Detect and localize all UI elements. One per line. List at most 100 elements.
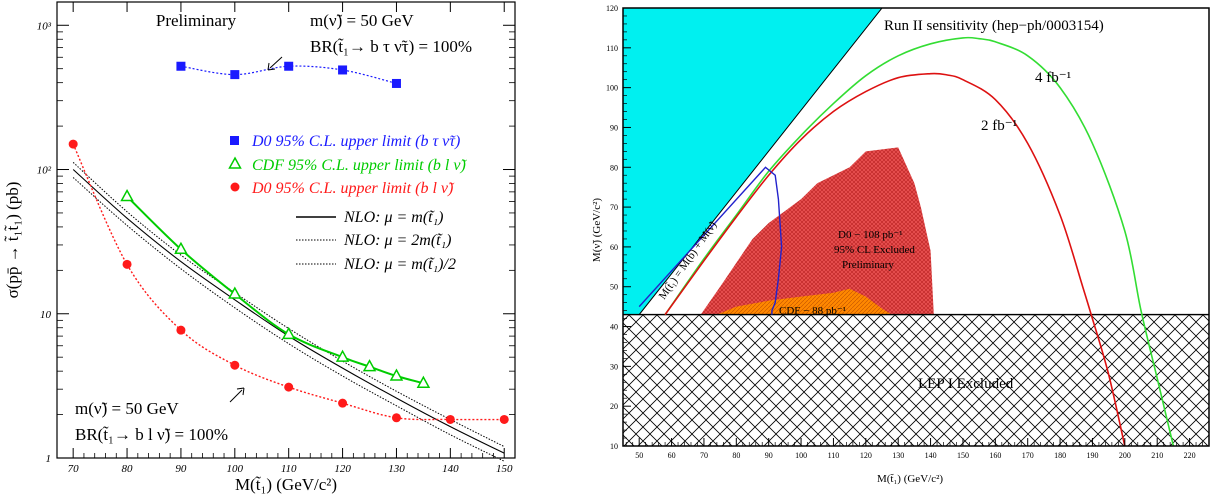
kinematic-curve — [638, 166, 783, 315]
top-mass-label: m(ν̃) = 50 GeV — [310, 11, 414, 30]
y-tick-label: 100 — [606, 84, 618, 93]
bottom-br-label: BR(t̃₁→ b l ν̃) = 100% — [75, 425, 228, 444]
top-br-label: BR(t̃₁→ b τ ν̃τ) = 100% — [310, 37, 472, 56]
y-tick-label: 1 — [46, 453, 52, 465]
x-tick-label: 50 — [635, 451, 643, 460]
x-tick-label: 60 — [668, 451, 676, 460]
lep-excl-label: LEP I Excluded — [918, 376, 1014, 392]
x-tick-label: 130 — [892, 451, 904, 460]
x-tick-label: 140 — [442, 463, 459, 475]
y-tick-label: 70 — [610, 203, 618, 212]
y-tick-label: 10² — [37, 165, 52, 177]
curve-2fb — [664, 72, 1126, 446]
x-tick-label: 120 — [860, 451, 872, 460]
y-tick-label: 10 — [40, 309, 52, 321]
legend-label: NLO: μ = m(t̃₁) — [343, 209, 444, 226]
run2-title: Run II sensitivity (hep−ph/0003154) — [884, 18, 1104, 34]
x-tick-label: 160 — [989, 451, 1001, 460]
legend-circle-marker — [230, 182, 240, 192]
cdf-excluded-region — [716, 288, 892, 315]
x-tick-label: 150 — [496, 463, 513, 475]
nlo-curve-3 — [72, 162, 505, 448]
square-marker — [230, 70, 240, 80]
lumi-2fb-label: 2 fb⁻¹ — [981, 118, 1017, 134]
x-tick-label: 220 — [1184, 451, 1196, 460]
x-tick-label: 200 — [1119, 451, 1131, 460]
triangle-marker — [416, 375, 431, 388]
triangle-marker — [120, 188, 134, 202]
sneutrino-mass-plane-chart: 50 60 70 80 90 100 110 120 130 140 150 160 170 180 190… — [580, 0, 1216, 498]
y-tick-label: 60 — [610, 243, 618, 252]
x-tick-label: 210 — [1151, 451, 1163, 460]
nlo-curves — [72, 162, 505, 462]
circle-marker — [499, 414, 509, 424]
curve-4fb — [664, 36, 1175, 446]
title-box — [880, 12, 1160, 36]
triangle-marker — [228, 286, 242, 299]
x-tick-label: 70 — [700, 451, 708, 460]
d0-excl-line2: 95% CL Excluded — [834, 244, 915, 256]
x-tick-label: 100 — [795, 451, 807, 460]
nlo-curve-2 — [72, 177, 505, 462]
triangle-marker — [281, 326, 296, 340]
y-tick-label: 120 — [606, 4, 618, 13]
x-tick-label: 70 — [68, 463, 80, 475]
square-marker — [338, 65, 348, 75]
x-tick-label: 140 — [925, 451, 937, 460]
y-tick-label: 90 — [610, 123, 618, 132]
x-tick-label: 110 — [281, 463, 297, 475]
excluded-regions — [623, 8, 1209, 446]
y-tick-label: 80 — [610, 163, 618, 172]
square-marker — [176, 61, 186, 71]
y-tick-label: 10³ — [37, 20, 52, 32]
circle-marker — [122, 259, 132, 269]
x-tick-label: 180 — [1054, 451, 1066, 460]
top-arrow-icon — [267, 56, 283, 71]
circle-marker — [445, 414, 455, 424]
x-tick-label: 80 — [122, 463, 134, 475]
left-y-axis-label: σ(pp̄ → t̃₁t̃₁) (pb) — [3, 182, 22, 299]
bottom-mass-label: m(ν̃) = 50 GeV — [75, 399, 179, 418]
stop-cross-section-chart: 70 80 90 100 110 120 130 140 150 1 10 10² 10³ Prelim… — [0, 0, 540, 498]
y-tick-label: 40 — [610, 323, 618, 332]
left-legend: D0 95% C.L. upper limit (b τ ν̃τ) CDF 95%… — [228, 133, 467, 273]
square-marker — [284, 61, 294, 71]
right-chart-svg: 50 60 70 80 90 100 110 120 130 140 150 160 170 180 190… — [591, 4, 1210, 485]
circle-marker — [338, 398, 348, 408]
x-tick-label: 110 — [828, 451, 840, 460]
x-tick-label: 90 — [175, 463, 187, 475]
triangle-marker — [362, 359, 377, 372]
legend-label: D0 95% C.L. upper limit (b l ν̃) — [251, 180, 455, 197]
circle-marker — [68, 139, 78, 149]
triangle-marker — [389, 368, 404, 381]
left-plot-frame — [56, 1, 516, 459]
cdf-excl-label: CDF − 88 pb⁻¹ — [779, 305, 846, 317]
legend-label: CDF 95% C.L. upper limit (b l ν̃) — [252, 157, 467, 174]
circle-marker — [230, 360, 240, 370]
d0-excluded-region — [700, 147, 934, 315]
circle-marker — [176, 325, 186, 335]
right-x-axis-label: M(t̃₁) (GeV/c²) — [877, 473, 943, 485]
lumi-4fb-label: 4 fb⁻¹ — [1035, 70, 1071, 86]
x-tick-label: 90 — [765, 451, 773, 460]
circle-marker — [284, 382, 294, 392]
legend-label: NLO: μ = m(t̃₁)/2 — [343, 256, 456, 273]
x-tick-label: 190 — [1086, 451, 1098, 460]
x-tick-label: 170 — [1022, 451, 1034, 460]
left-x-axis-label: M(t̃₁) (GeV/c²) — [235, 475, 337, 494]
d0-excl-line1: D0 − 108 pb⁻¹ — [838, 229, 903, 241]
x-tick-label: 120 — [334, 463, 351, 475]
right-ticks: 50 60 70 80 90 100 110 120 130 140 150 160 170 180 190… — [606, 4, 1210, 460]
limit-series — [68, 61, 509, 424]
sensitivity-curves — [638, 36, 1175, 446]
square-marker — [391, 78, 401, 88]
preliminary-label: Preliminary — [156, 11, 237, 30]
y-tick-label: 30 — [610, 362, 618, 371]
y-tick-label: 20 — [610, 402, 618, 411]
y-tick-label: 50 — [610, 283, 618, 292]
bottom-arrow-icon — [229, 387, 245, 403]
right-y-axis-label: M(ν̃) (GeV/c²) — [591, 198, 603, 263]
x-tick-label: 80 — [732, 451, 740, 460]
legend-label: NLO: μ = 2m(t̃₁) — [343, 232, 452, 249]
